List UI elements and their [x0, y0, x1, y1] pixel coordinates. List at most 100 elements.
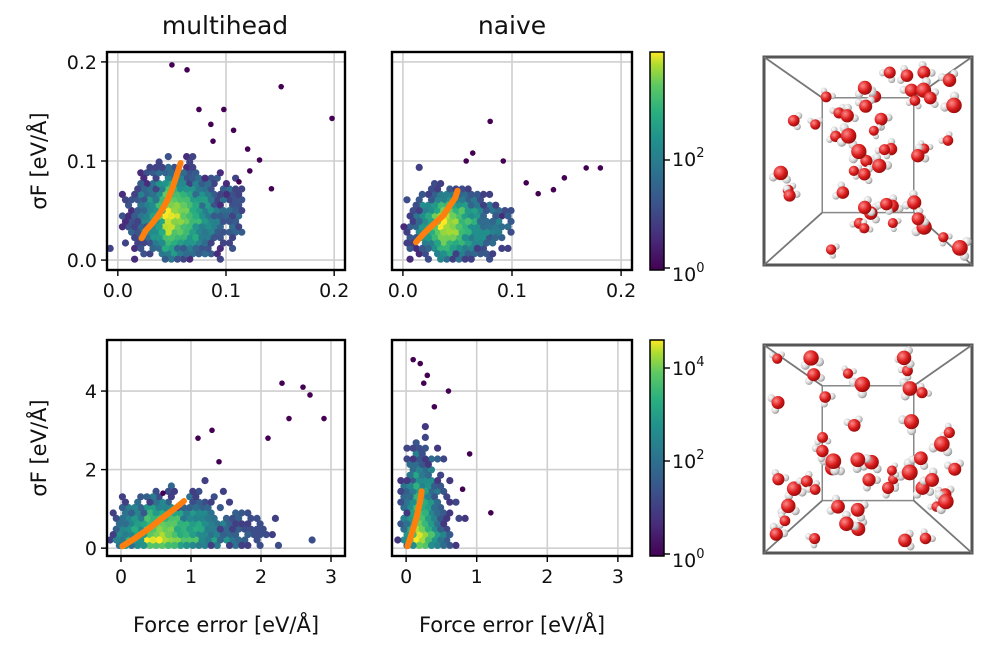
hexbin-cell	[228, 201, 237, 209]
hexbin-cell	[143, 190, 151, 198]
water-molecule	[771, 468, 790, 486]
outlier-point-0	[597, 165, 604, 171]
hexbin-cell	[427, 498, 436, 506]
hexbin-cell	[180, 201, 188, 209]
outlier-point-5	[459, 486, 466, 493]
hexbin-cell	[186, 255, 194, 263]
hexbin-cell	[418, 450, 426, 458]
water-molecule	[872, 153, 893, 173]
hexbin-cell	[134, 520, 142, 528]
hexbin-cell	[146, 250, 154, 258]
hexbin-cell	[124, 212, 133, 220]
hexbin-cell	[452, 250, 460, 258]
hexbin-cell	[201, 174, 209, 182]
hexbin-cell	[195, 520, 203, 528]
hexbin-cell	[155, 244, 163, 252]
hexbin-cell	[134, 228, 142, 236]
hexbin-cell	[140, 520, 148, 528]
hexbin-cell	[403, 520, 411, 528]
hexbin-cell	[118, 525, 126, 533]
hexbin-cell	[155, 536, 163, 544]
hexbin-cell	[173, 212, 182, 220]
hexbin-cell	[418, 223, 426, 231]
hexbin-cell	[446, 498, 454, 506]
hexbin-cell	[489, 217, 497, 225]
mean-trend-line	[119, 498, 187, 550]
hexbin-cell	[107, 536, 114, 544]
water-molecule	[912, 480, 935, 499]
hexbin-cell	[433, 196, 442, 204]
outlier-point-2	[561, 175, 568, 181]
hexbin-cell	[443, 190, 451, 198]
hexbin-cell	[473, 234, 481, 242]
hexbin-cell	[186, 223, 194, 231]
hexbin-cell	[467, 212, 475, 220]
hexbin-cell	[134, 509, 142, 517]
hexbin-cell	[406, 482, 414, 490]
hexbin-field	[107, 380, 327, 550]
hexbin-cell	[412, 450, 420, 458]
hexbin-cell	[140, 196, 148, 204]
hexbin-cell	[427, 477, 436, 485]
hexbin-cell	[118, 212, 126, 220]
outlier-point-2	[321, 415, 327, 422]
hexbin-cell	[235, 201, 243, 209]
hexbin-cell	[216, 244, 224, 252]
hexbin-cell	[228, 212, 237, 220]
hexbin-cell	[247, 514, 255, 523]
hexbin-cell	[412, 223, 420, 231]
hexbin-cell	[241, 536, 249, 544]
hexbin-cell	[498, 223, 506, 231]
hexbin-cell	[161, 504, 169, 512]
water-molecule	[805, 533, 821, 549]
hexbin-cell	[143, 201, 151, 209]
hexbin-cell	[198, 234, 206, 242]
axes-frame	[105, 338, 347, 558]
hexbin-cell	[412, 460, 420, 468]
hexbin-cell	[430, 493, 439, 501]
hexbin-cell	[173, 525, 182, 533]
outlier-point-3	[286, 415, 292, 422]
hexbin-cell	[124, 504, 133, 512]
hexbin-cell	[449, 212, 457, 220]
hexbin-cell	[458, 250, 466, 258]
outlier-point-0	[329, 115, 335, 122]
outlier-point-9	[216, 458, 222, 465]
hexbin-cell	[186, 212, 194, 220]
hexbin-cell	[470, 228, 478, 236]
water-molecule	[938, 69, 959, 87]
hexbin-cell	[403, 444, 411, 452]
hexbin-cell	[192, 180, 200, 188]
hexbin-cell	[186, 244, 194, 252]
hexbin-cell	[207, 250, 215, 258]
hexbin-cell	[446, 250, 454, 258]
hexbin-cell	[204, 223, 212, 231]
hexbin-cell	[406, 493, 414, 501]
hexbin-cell	[440, 509, 448, 517]
hexbin-cell	[446, 531, 454, 539]
hexbin-cell	[183, 239, 191, 247]
hexbin-cell	[204, 190, 212, 198]
hexbin-cell	[400, 514, 408, 523]
hexbin-cell	[143, 514, 151, 523]
hexbin-cell	[421, 217, 429, 225]
hexbin-cell	[186, 234, 194, 242]
hexbin-cell	[149, 169, 157, 177]
hexbin-cell	[259, 525, 267, 533]
outlier-point-2	[221, 106, 227, 113]
hexbin-cell	[158, 541, 166, 550]
hexbin-cell	[134, 207, 142, 215]
hexbin-cell	[489, 207, 497, 215]
hexbin-cell	[409, 455, 417, 463]
hexbin-cell	[164, 250, 172, 258]
x-tick-label-0: 0	[115, 566, 127, 588]
hexbin-cell	[146, 531, 154, 539]
hexbin-cell	[173, 201, 182, 209]
hexbin-cell	[137, 223, 145, 231]
hexbin-cell	[452, 217, 460, 225]
water-molecule	[814, 431, 832, 446]
hexbin-cell	[433, 531, 442, 539]
hexbin-cell	[149, 536, 157, 544]
water-molecule	[839, 510, 860, 532]
